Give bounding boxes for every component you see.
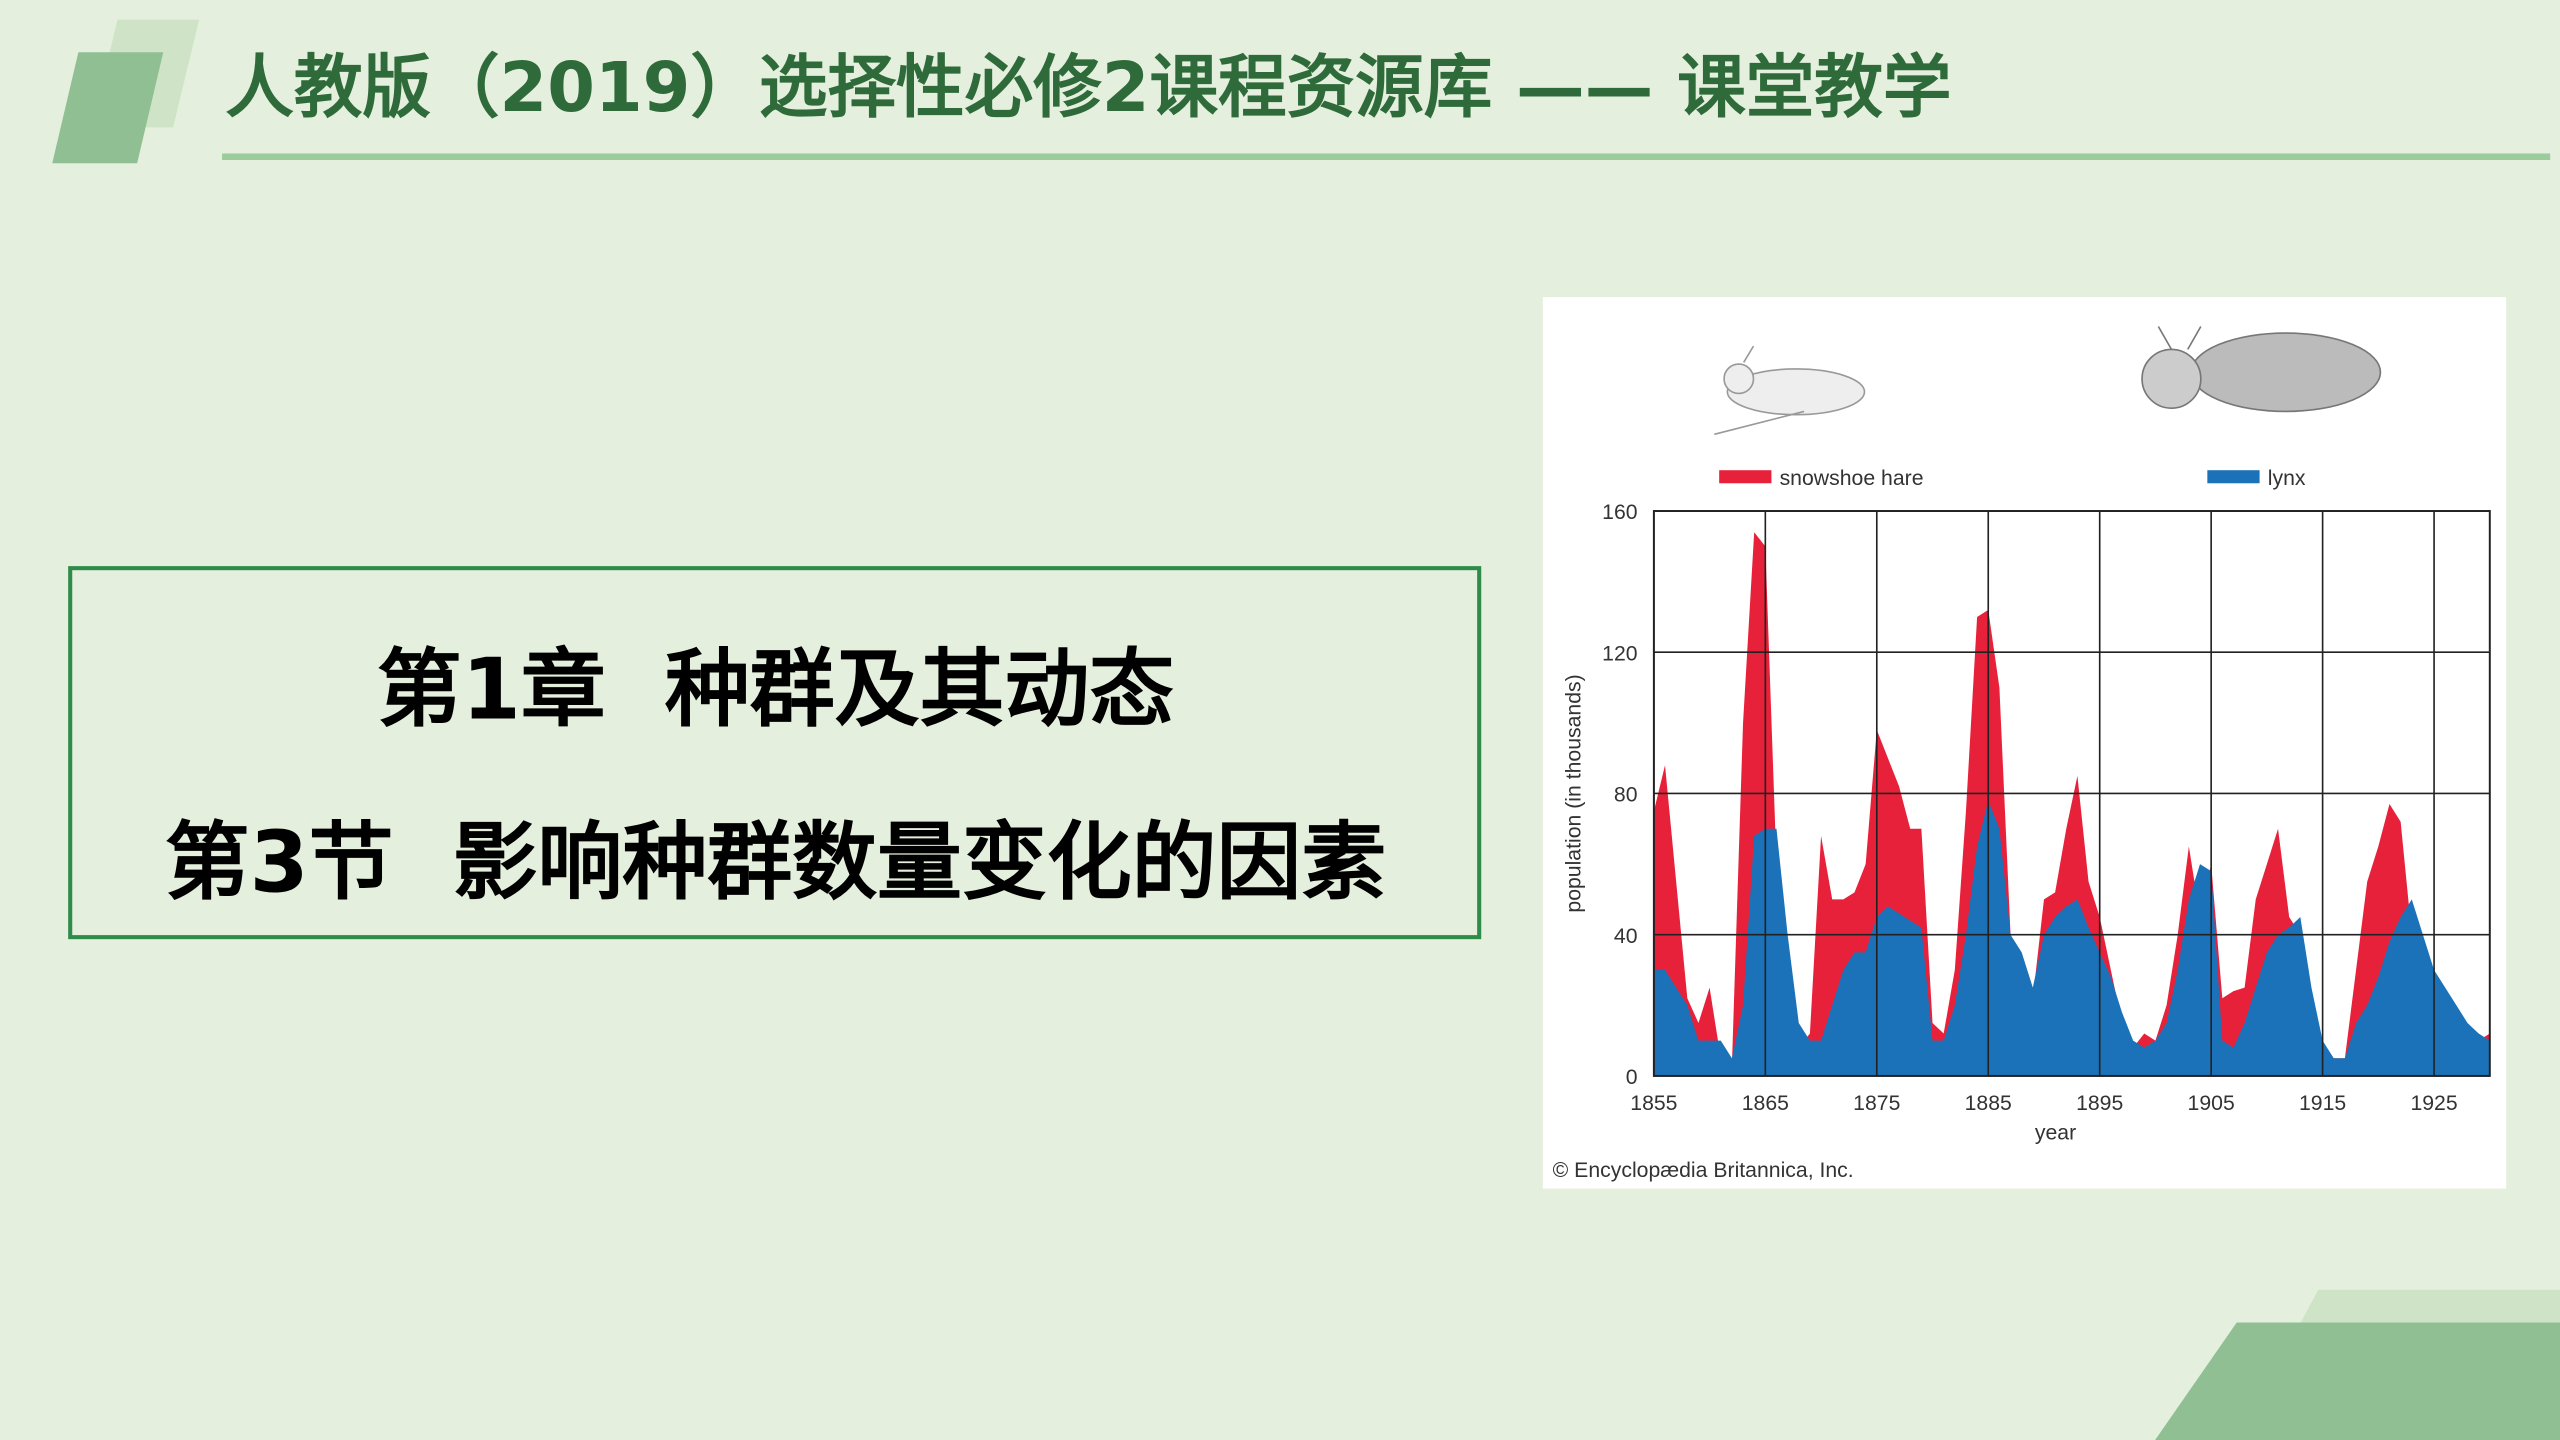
- y-tick-label: 160: [1602, 501, 1637, 524]
- x-tick-label: 1905: [2188, 1092, 2235, 1115]
- x-tick-label: 1915: [2299, 1092, 2346, 1115]
- x-tick-label: 1875: [1853, 1092, 1900, 1115]
- credit: © Encyclopædia Britannica, Inc.: [1553, 1159, 1854, 1182]
- title-box: [68, 566, 1482, 940]
- x-axis-label: year: [2035, 1122, 2076, 1145]
- chapter-title: 第1章 种群及其动态: [377, 640, 1174, 739]
- y-axis-label: population (in thousands): [1562, 674, 1585, 912]
- legend-swatch: [1719, 470, 1772, 484]
- x-tick-label: 1895: [2076, 1092, 2123, 1115]
- header-title: 人教版（2019）选择性必修2课程资源库 —— 课堂教学: [225, 48, 1951, 128]
- deco: [2155, 1322, 2560, 1440]
- x-tick-label: 1855: [1630, 1092, 1677, 1115]
- x-tick-label: 1865: [1742, 1092, 1789, 1115]
- legend-label: lynx: [2268, 467, 2306, 490]
- legend-label: snowshoe hare: [1780, 467, 1924, 490]
- area: [1653, 800, 2490, 1076]
- y-tick-label: 120: [1602, 642, 1637, 665]
- hare-illustration: [1714, 345, 1866, 436]
- y-tick-label: 40: [1614, 925, 1638, 948]
- lynx-illustration: [2141, 326, 2382, 413]
- deco: [52, 52, 164, 164]
- y-tick-label: 0: [1626, 1066, 1638, 1089]
- y-tick-label: 80: [1614, 784, 1638, 807]
- plot-frame: [1652, 510, 2491, 1077]
- x-tick-label: 1925: [2410, 1092, 2457, 1115]
- x-tick-label: 1885: [1965, 1092, 2012, 1115]
- section-title: 第3节 影响种群数量变化的因素: [165, 813, 1387, 912]
- legend-swatch: [2207, 470, 2260, 484]
- header-rule: [222, 153, 2551, 160]
